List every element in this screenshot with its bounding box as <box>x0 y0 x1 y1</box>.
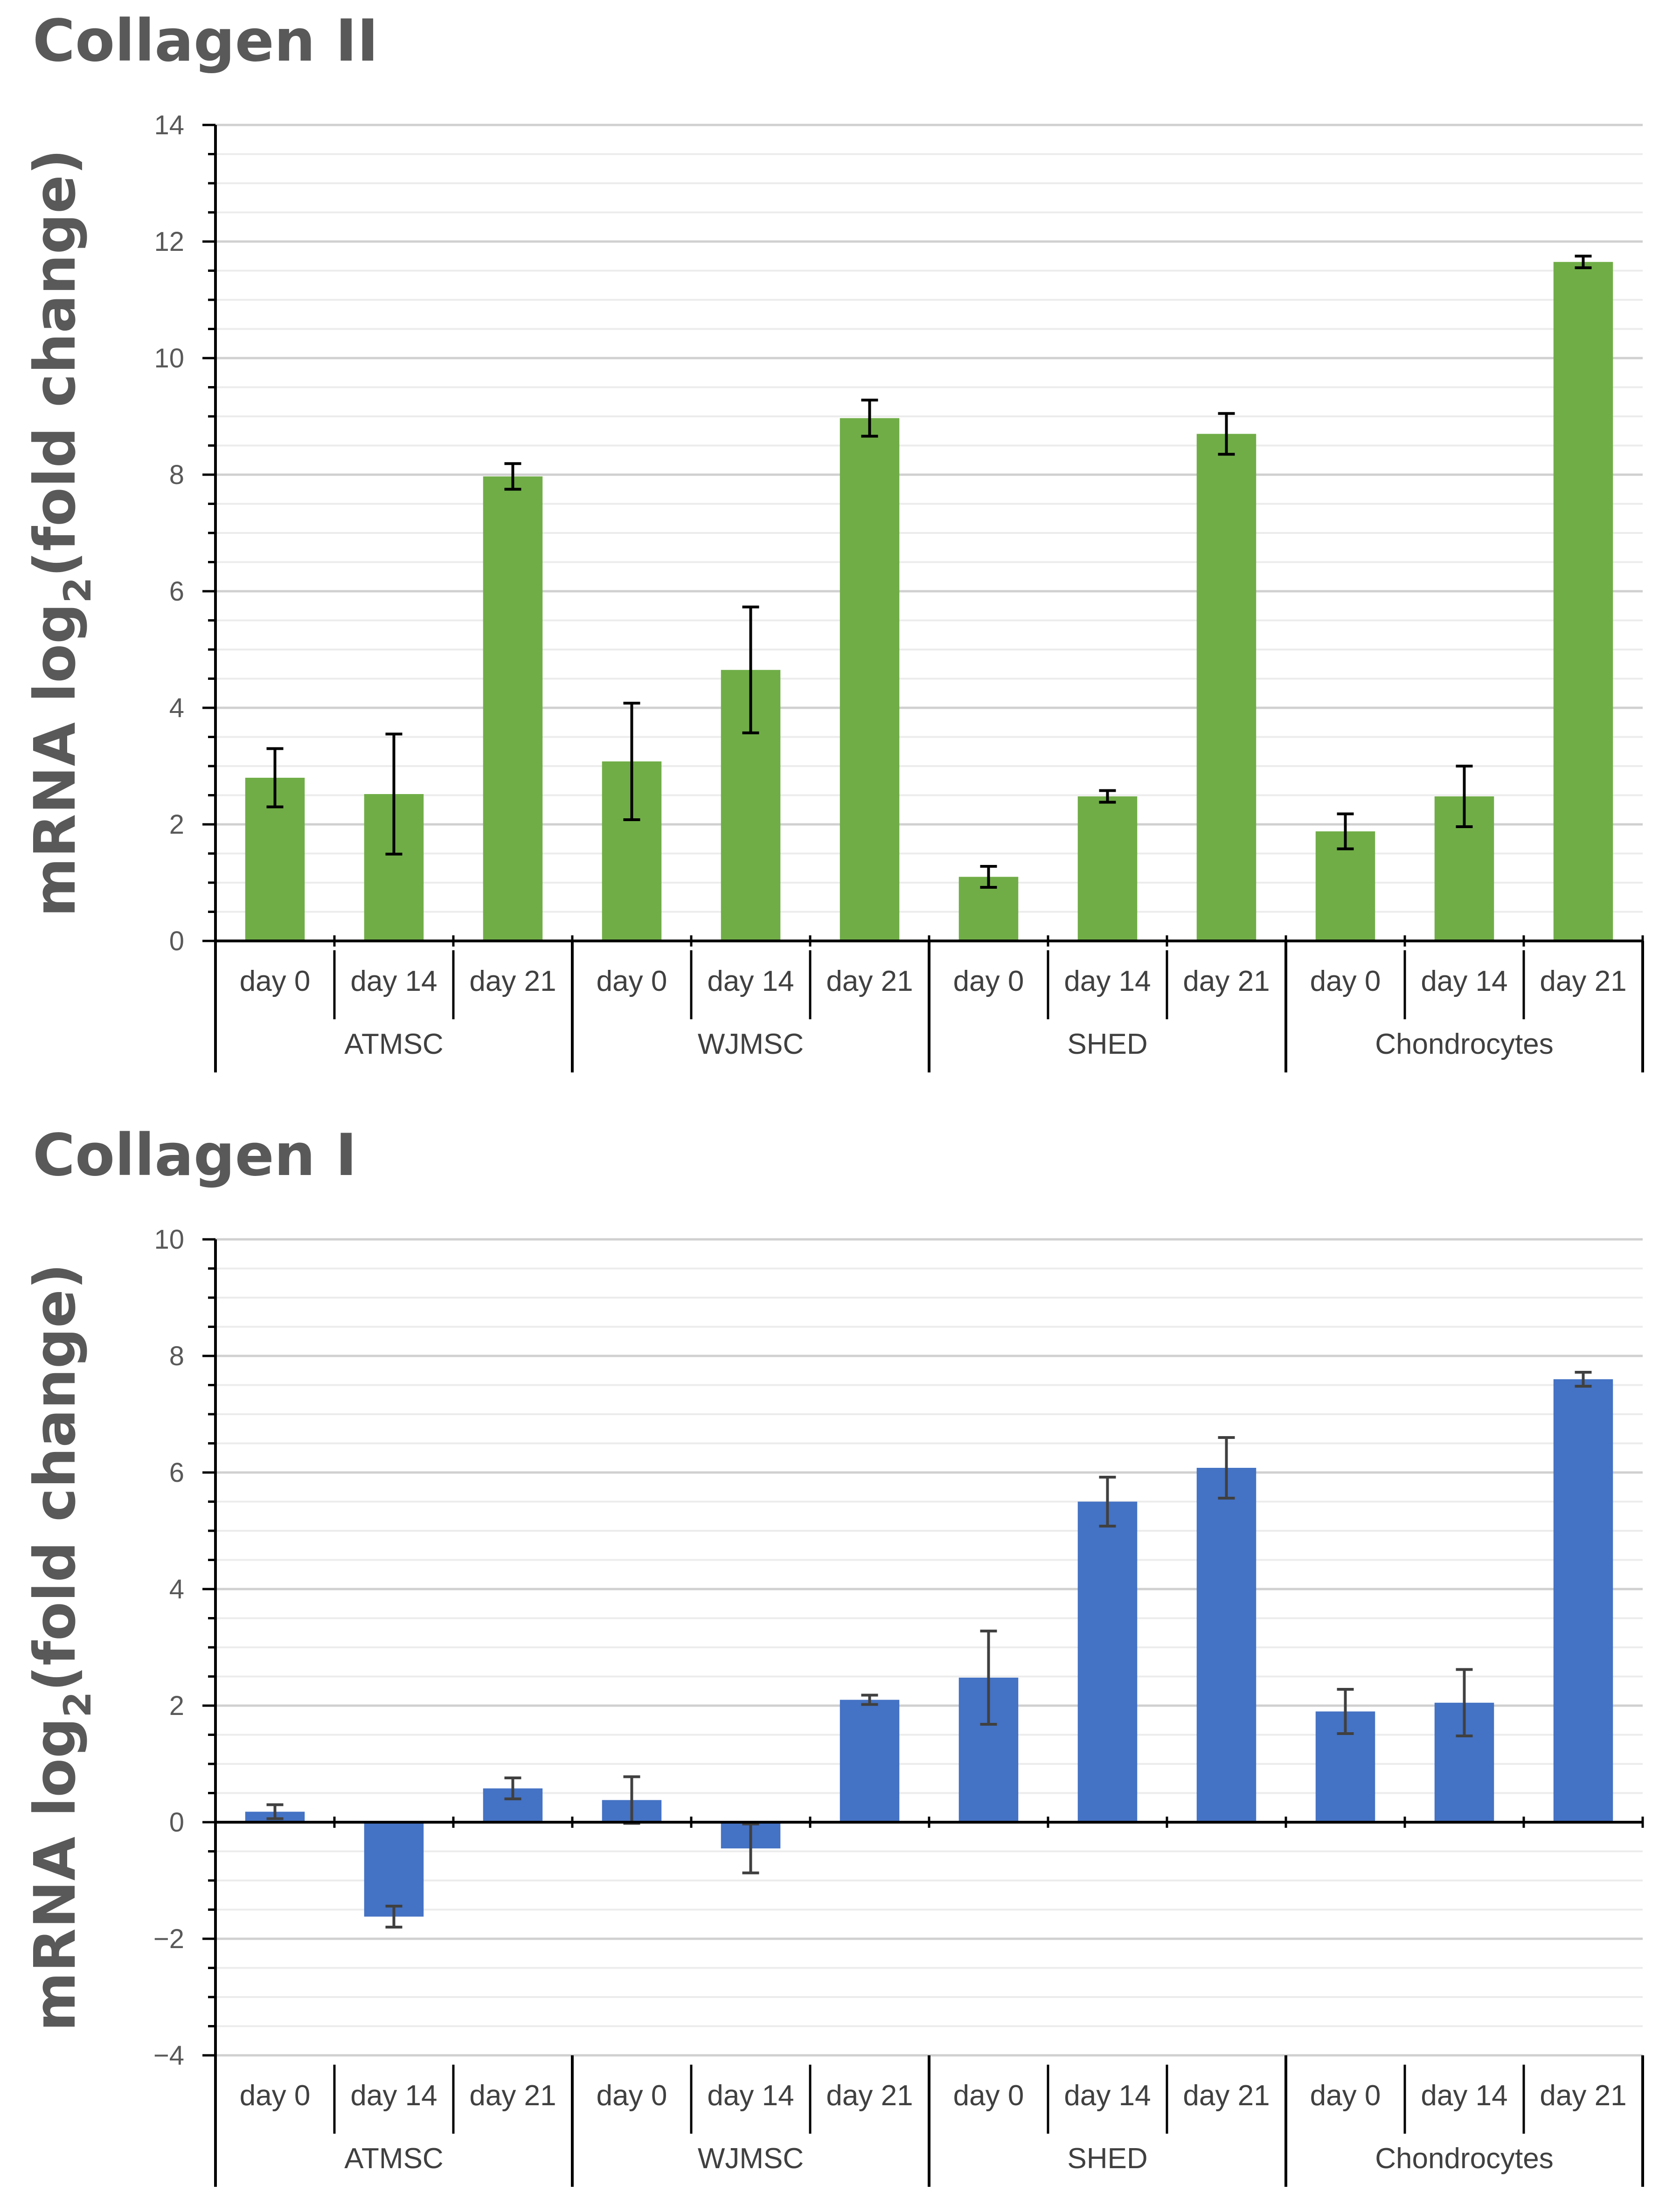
x-group-label: Chondrocytes <box>1375 1028 1554 1060</box>
x-group-label: SHED <box>1067 1028 1147 1060</box>
x-category-label: day 14 <box>350 965 437 997</box>
y-tick-label: −2 <box>153 1924 184 1954</box>
bar <box>840 1700 900 1822</box>
x-category-label: day 21 <box>1183 2080 1270 2112</box>
gridlines <box>215 1238 1643 2057</box>
gridlines <box>215 124 1643 942</box>
x-category-label: day 14 <box>707 965 794 997</box>
error-bar <box>623 702 640 821</box>
y-axis-label-subscript: 2 <box>56 1692 99 1718</box>
error-bar <box>742 1822 759 1874</box>
error-bar <box>385 1905 403 1929</box>
chart-title: Collagen I <box>33 1122 357 1189</box>
x-group-label: ATMSC <box>344 2143 443 2175</box>
x-category-label: day 14 <box>707 2080 794 2112</box>
y-tick-label: 4 <box>169 693 184 723</box>
error-bar <box>861 1694 878 1706</box>
x-group-label: SHED <box>1067 2143 1147 2175</box>
x-category-label: day 21 <box>469 965 556 997</box>
error-bar <box>742 605 759 734</box>
error-bar <box>1575 1371 1592 1388</box>
bar <box>364 1822 424 1917</box>
x-category-label: day 14 <box>1064 2080 1151 2112</box>
error-bar <box>980 865 997 889</box>
error-bar <box>504 462 521 491</box>
error-bar <box>861 399 878 438</box>
x-category-label: day 0 <box>1310 965 1381 997</box>
x-category-label: day 14 <box>1421 965 1507 997</box>
x-category-label: day 0 <box>1310 2080 1381 2112</box>
bar <box>483 476 543 941</box>
x-category-label: day 21 <box>1183 965 1270 997</box>
x-category-label: day 21 <box>1540 965 1626 997</box>
y-tick-label: 2 <box>169 1691 184 1721</box>
error-bar <box>1218 412 1235 456</box>
y-tick-label: 14 <box>154 110 184 140</box>
x-category-label: day 21 <box>1540 2080 1626 2112</box>
y-axis-label-tail: (fold change) <box>22 1263 88 1691</box>
y-tick-label: 8 <box>169 460 184 490</box>
error-bar <box>1575 255 1592 270</box>
y-tick-label: 8 <box>169 1341 184 1371</box>
x-group-label: WJMSC <box>698 1028 804 1060</box>
x-category-label: day 14 <box>1064 965 1151 997</box>
y-tick-label: 10 <box>154 1224 184 1255</box>
collagen-ii-chart: Collagen II mRNA log2(fold change) 0 2 4 6 8 10… <box>0 0 1673 1096</box>
error-bar <box>266 747 284 809</box>
x-category-label: day 0 <box>597 965 667 997</box>
x-category-label: day 21 <box>826 2080 913 2112</box>
x-category-label: day 0 <box>240 2080 311 2112</box>
y-axis-label: mRNA log2(fold change) <box>22 149 99 917</box>
y-axis-label-main: mRNA log <box>22 603 88 917</box>
x-category-label: day 21 <box>469 2080 556 2112</box>
bar <box>1196 1468 1256 1822</box>
bar <box>840 418 900 941</box>
x-group-label: WJMSC <box>698 2143 804 2175</box>
y-axis-label: mRNA log2(fold change) <box>22 1263 99 2031</box>
x-category-label: day 0 <box>597 2080 667 2112</box>
y-tick-label: 10 <box>154 343 184 373</box>
error-bar <box>266 1803 284 1820</box>
bar <box>1196 434 1256 941</box>
error-bar <box>504 1777 521 1800</box>
error-bar <box>1099 1476 1116 1528</box>
x-category-label: day 0 <box>240 965 311 997</box>
x-category-label: day 0 <box>953 2080 1024 2112</box>
y-axis-label-tail: (fold change) <box>22 149 88 577</box>
y-tick-label: 4 <box>169 1574 184 1604</box>
error-bar <box>1337 1688 1354 1735</box>
bar <box>1077 1501 1138 1822</box>
y-tick-label: 0 <box>169 1807 184 1838</box>
x-group-label: Chondrocytes <box>1375 2143 1554 2175</box>
x-category-label: day 14 <box>1421 2080 1507 2112</box>
error-bar <box>1218 1436 1235 1500</box>
y-axis-label-subscript: 2 <box>56 577 99 603</box>
y-tick-label: 2 <box>169 809 184 840</box>
y-axis-label-main: mRNA log <box>22 1718 88 2032</box>
y-tick-label: 6 <box>169 1458 184 1488</box>
y-tick-label: 12 <box>154 227 184 257</box>
x-category-label: day 0 <box>953 965 1024 997</box>
error-bar <box>385 733 403 856</box>
bar <box>1553 1379 1613 1822</box>
error-bar <box>1099 789 1116 804</box>
error-bar <box>980 1630 997 1726</box>
x-category-label: day 21 <box>826 965 913 997</box>
y-tick-label: 0 <box>169 926 184 956</box>
bar <box>1077 796 1138 941</box>
chart-title: Collagen II <box>33 7 378 75</box>
error-bar <box>1456 765 1473 828</box>
x-group-label: ATMSC <box>344 1028 443 1060</box>
error-bar <box>1456 1668 1473 1737</box>
y-tick-label: 6 <box>169 576 184 607</box>
x-category-label: day 14 <box>350 2080 437 2112</box>
bar <box>1553 262 1613 941</box>
error-bar <box>1337 812 1354 850</box>
y-tick-label: −4 <box>153 2040 184 2071</box>
